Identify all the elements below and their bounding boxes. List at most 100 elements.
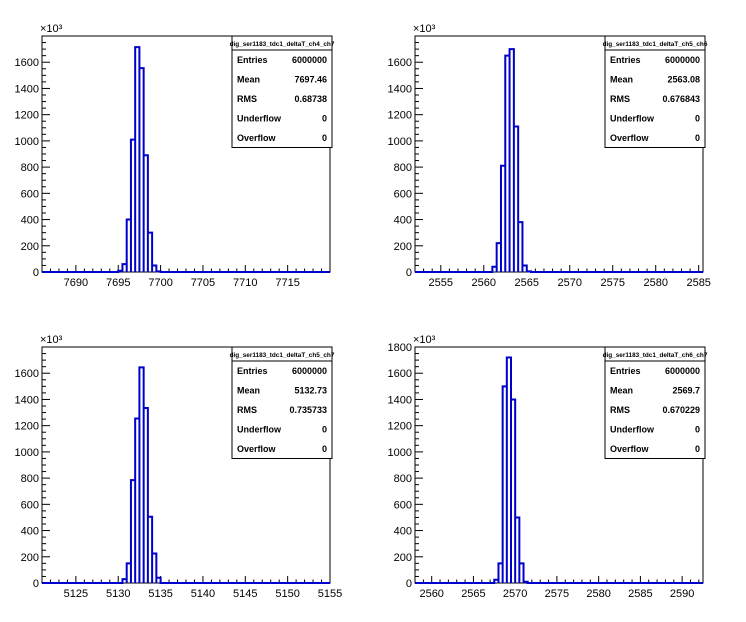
y-exponent-label: ×10³: [413, 23, 436, 35]
y-tick-label: 1000: [388, 136, 412, 148]
y-tick-label: 1400: [388, 394, 412, 406]
x-tick-label: 7715: [275, 277, 299, 289]
stats-label: Underflow: [610, 114, 655, 124]
x-tick-label: 5140: [191, 588, 215, 600]
x-tick-label: 2585: [686, 277, 710, 289]
histogram-bin: [127, 563, 131, 583]
x-tick-label: 2590: [670, 588, 694, 600]
histogram-panel-4: 2560 2565 2570 2575 2580 2585 2590 0 200 400 600 80…: [388, 334, 708, 600]
x-tick-label: 7710: [233, 277, 257, 289]
histogram-bin: [507, 357, 511, 583]
histogram-bin: [505, 56, 509, 272]
stats-value: 0: [695, 114, 700, 124]
stats-value: 7697.46: [294, 75, 327, 85]
x-tick-label: 2580: [586, 588, 610, 600]
y-tick-label: 1200: [388, 110, 412, 122]
histogram-bin: [519, 563, 523, 583]
histogram-outline: [415, 48, 703, 273]
stats-label: Mean: [610, 386, 633, 396]
stats-box: [604, 346, 706, 459]
stats-label: Overflow: [610, 133, 650, 143]
y-tick-label: 800: [394, 162, 412, 174]
stats-value: 0: [322, 133, 327, 143]
y-tick-label: 400: [394, 215, 412, 227]
histogram-bin: [131, 480, 135, 583]
histogram-bin: [503, 386, 507, 583]
stats-value: 0.670229: [662, 405, 700, 415]
stats-label: Entries: [610, 366, 641, 376]
histogram-bin: [515, 517, 519, 583]
x-tick-label: 2555: [429, 277, 453, 289]
x-tick-label: 2560: [472, 277, 496, 289]
y-tick-label: 200: [21, 241, 39, 253]
histogram-outline: [415, 356, 703, 584]
histogram-bin: [144, 155, 148, 272]
histogram-outline: [42, 366, 330, 584]
histogram-bin: [511, 399, 515, 583]
y-tick-label: 1200: [388, 421, 412, 433]
y-tick-label: 800: [394, 473, 412, 485]
stats-label: RMS: [610, 94, 630, 104]
x-tick-label: 2575: [545, 588, 569, 600]
histogram-bin: [135, 47, 139, 272]
histogram-bin: [510, 49, 514, 272]
stats-value: 0: [695, 133, 700, 143]
y-tick-label: 1800: [388, 342, 412, 354]
y-tick-label: 600: [21, 188, 39, 200]
stats-value: 6000000: [665, 55, 700, 65]
x-tick-label: 2565: [515, 277, 539, 289]
y-tick-label: 0: [406, 267, 412, 279]
histogram-bin: [527, 271, 531, 272]
y-tick-label: 200: [394, 241, 412, 253]
y-tick-label: 400: [394, 526, 412, 538]
y-tick-label: 600: [394, 499, 412, 511]
histogram-bin: [522, 265, 526, 272]
histogram-bin: [497, 243, 501, 272]
y-tick-label: 1600: [388, 57, 412, 69]
y-tick-label: 800: [21, 162, 39, 174]
histogram-bin: [144, 408, 148, 583]
y-tick-label: 400: [21, 526, 39, 538]
histogram-bin: [139, 68, 143, 272]
stats-title: dig_ser1183_tdc1_deltaT_ch6_ch7: [603, 352, 708, 359]
x-tick-label: 7690: [64, 277, 88, 289]
histogram-bin: [498, 563, 502, 583]
stats-value: 0: [322, 444, 327, 454]
y-exponent-label: ×10³: [413, 334, 436, 346]
histogram-bin: [524, 582, 528, 583]
y-tick-label: 400: [21, 215, 39, 227]
stats-label: Underflow: [237, 425, 282, 435]
stats-label: RMS: [237, 94, 257, 104]
stats-label: Overflow: [237, 133, 277, 143]
stats-label: Entries: [237, 55, 268, 65]
y-tick-label: 1400: [15, 394, 39, 406]
y-tick-label: 200: [21, 552, 39, 564]
y-tick-label: 1400: [15, 83, 39, 95]
y-tick-label: 600: [21, 499, 39, 511]
y-tick-label: 0: [33, 578, 39, 590]
x-tick-label: 2585: [628, 588, 652, 600]
stats-value: 2569.7: [672, 386, 700, 396]
x-tick-label: 5150: [275, 588, 299, 600]
histogram-bin: [127, 220, 131, 272]
stats-value: 0.676843: [662, 94, 700, 104]
histogram-bin: [131, 140, 135, 272]
histogram-bin: [494, 580, 498, 583]
x-tick-label: 5135: [148, 588, 172, 600]
stats-label: Mean: [610, 75, 633, 85]
x-tick-label: 7705: [191, 277, 215, 289]
histogram-panel-3: 5125 5130 5135 5140 5145 5150 5155 0 200 400 600 80…: [15, 334, 343, 600]
x-tick-label: 2570: [503, 588, 527, 600]
y-tick-label: 1200: [15, 110, 39, 122]
stats-value: 0: [322, 114, 327, 124]
stats-value: 0: [695, 425, 700, 435]
histogram-bin: [139, 367, 143, 583]
x-tick-label: 5130: [106, 588, 130, 600]
y-tick-label: 1600: [15, 368, 39, 380]
stats-value: 0.735733: [289, 405, 327, 415]
histogram-bin: [135, 418, 139, 583]
stats-label: Entries: [237, 366, 268, 376]
histogram-bin: [514, 126, 518, 272]
stats-value: 0: [695, 444, 700, 454]
